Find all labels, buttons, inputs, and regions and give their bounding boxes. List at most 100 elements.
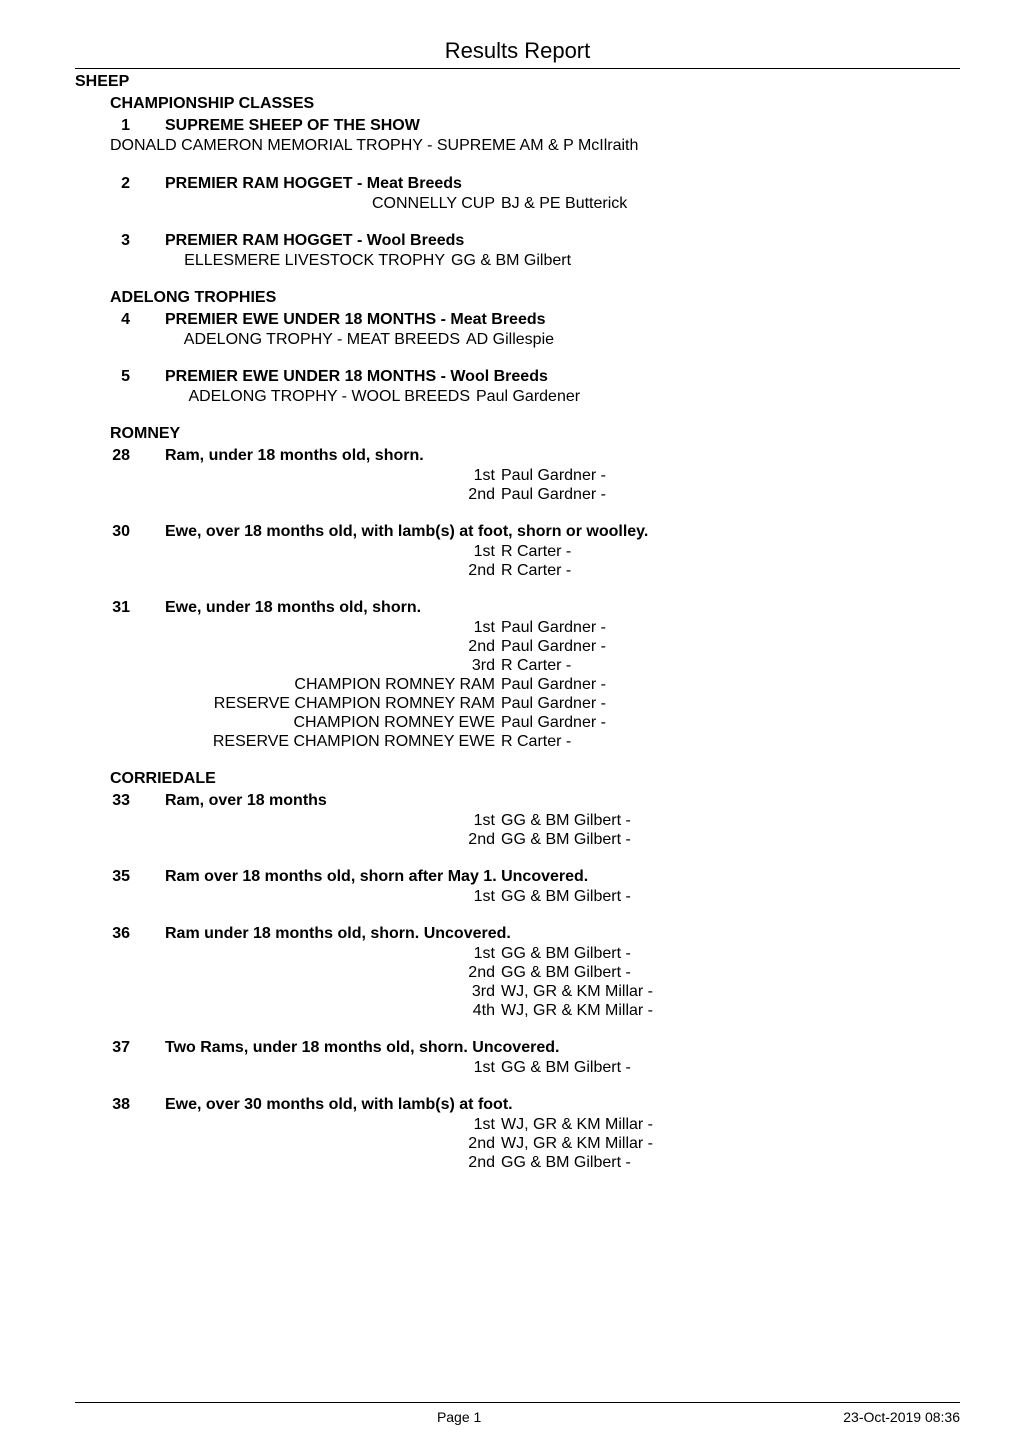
result-label: 1st — [75, 543, 501, 561]
class-title: Ram under 18 months old, shorn. Uncovere… — [165, 925, 960, 943]
top-rule — [75, 68, 960, 69]
result-value: Paul Gardner - — [501, 638, 606, 656]
result-row: 2nd Paul Gardner - — [75, 638, 960, 656]
result-label: 2nd — [75, 1154, 501, 1172]
result-label: ADELONG TROPHY - WOOL BREEDS — [75, 388, 476, 406]
result-value: R Carter - — [501, 733, 571, 751]
result-value: Paul Gardner - — [501, 714, 606, 732]
class-title: PREMIER EWE UNDER 18 MONTHS - Wool Breed… — [165, 368, 960, 386]
result-label: 1st — [75, 812, 501, 830]
result-label: 2nd — [75, 831, 501, 849]
result-label: 1st — [75, 619, 501, 637]
result-value: GG & BM Gilbert - — [501, 945, 631, 963]
result-label: 2nd — [75, 638, 501, 656]
class-row: 33 Ram, over 18 months — [75, 792, 960, 810]
result-label: 1st — [75, 1116, 501, 1134]
result-row: 2nd R Carter - — [75, 562, 960, 580]
result-value: GG & BM Gilbert — [451, 252, 571, 270]
result-value: GG & BM Gilbert - — [501, 1059, 631, 1077]
class-title: Ewe, over 18 months old, with lamb(s) at… — [165, 523, 960, 541]
class-number: 5 — [75, 368, 165, 386]
class-number: 4 — [75, 311, 165, 329]
result-label: 2nd — [75, 562, 501, 580]
result-value: GG & BM Gilbert - — [501, 831, 631, 849]
result-value: GG & BM Gilbert - — [501, 964, 631, 982]
class-row: 36 Ram under 18 months old, shorn. Uncov… — [75, 925, 960, 943]
class-number: 1 — [75, 117, 165, 135]
result-label: 3rd — [75, 657, 501, 675]
result-row: 2nd GG & BM Gilbert - — [75, 831, 960, 849]
class-row: 30 Ewe, over 18 months old, with lamb(s)… — [75, 523, 960, 541]
result-label: ELLESMERE LIVESTOCK TROPHY — [75, 252, 451, 270]
result-row: 1st R Carter - — [75, 543, 960, 561]
class-row: 37 Two Rams, under 18 months old, shorn.… — [75, 1039, 960, 1057]
result-value: Paul Gardner - — [501, 467, 606, 485]
result-label: CHAMPION ROMNEY EWE — [75, 714, 501, 732]
result-value: WJ, GR & KM Millar - — [501, 1002, 653, 1020]
class-number: 33 — [75, 792, 165, 810]
class-title: PREMIER EWE UNDER 18 MONTHS - Meat Breed… — [165, 311, 960, 329]
class-note: DONALD CAMERON MEMORIAL TROPHY - SUPREME… — [110, 137, 960, 155]
result-label: ADELONG TROPHY - MEAT BREEDS — [75, 331, 466, 349]
section-sheep: SHEEP — [75, 73, 960, 91]
result-row: 3rd WJ, GR & KM Millar - — [75, 983, 960, 1001]
class-number: 35 — [75, 868, 165, 886]
class-number: 28 — [75, 447, 165, 465]
result-value: Paul Gardner - — [501, 695, 606, 713]
class-title: PREMIER RAM HOGGET - Wool Breeds — [165, 232, 960, 250]
section-corriedale: CORRIEDALE — [110, 770, 960, 788]
class-title: SUPREME SHEEP OF THE SHOW — [165, 117, 960, 135]
result-row: ELLESMERE LIVESTOCK TROPHY GG & BM Gilbe… — [75, 252, 960, 270]
class-number: 30 — [75, 523, 165, 541]
result-value: R Carter - — [501, 562, 571, 580]
result-row: 3rd R Carter - — [75, 657, 960, 675]
result-row: 2nd GG & BM Gilbert - — [75, 1154, 960, 1172]
result-row: 1st WJ, GR & KM Millar - — [75, 1116, 960, 1134]
result-label: 1st — [75, 888, 501, 906]
result-label: CHAMPION ROMNEY RAM — [75, 676, 501, 694]
class-title: Ram, under 18 months old, shorn. — [165, 447, 960, 465]
footer-rule — [75, 1402, 960, 1403]
result-row: 4th WJ, GR & KM Millar - — [75, 1002, 960, 1020]
result-value: Paul Gardner - — [501, 676, 606, 694]
class-row: 38 Ewe, over 30 months old, with lamb(s)… — [75, 1096, 960, 1114]
result-row: 1st GG & BM Gilbert - — [75, 812, 960, 830]
footer-timestamp: 23-Oct-2019 08:36 — [843, 1409, 960, 1425]
result-value: AD Gillespie — [466, 331, 554, 349]
result-label: 1st — [75, 1059, 501, 1077]
report-title: Results Report — [75, 38, 960, 64]
class-number: 36 — [75, 925, 165, 943]
result-row: CHAMPION ROMNEY RAM Paul Gardner - — [75, 676, 960, 694]
class-title: Ewe, over 30 months old, with lamb(s) at… — [165, 1096, 960, 1114]
result-row: 1st Paul Gardner - — [75, 619, 960, 637]
result-row: ADELONG TROPHY - WOOL BREEDS Paul Garden… — [75, 388, 960, 406]
result-value: R Carter - — [501, 657, 571, 675]
result-label: 2nd — [75, 964, 501, 982]
result-row: 1st Paul Gardner - — [75, 467, 960, 485]
result-row: ADELONG TROPHY - MEAT BREEDS AD Gillespi… — [75, 331, 960, 349]
result-row: 2nd Paul Gardner - — [75, 486, 960, 504]
class-row: 28 Ram, under 18 months old, shorn. — [75, 447, 960, 465]
result-label: RESERVE CHAMPION ROMNEY EWE — [75, 733, 501, 751]
section-romney: ROMNEY — [110, 425, 960, 443]
result-value: Paul Gardner - — [501, 619, 606, 637]
section-adelong: ADELONG TROPHIES — [110, 289, 960, 307]
result-row: 2nd WJ, GR & KM Millar - — [75, 1135, 960, 1153]
result-value: WJ, GR & KM Millar - — [501, 983, 653, 1001]
result-value: WJ, GR & KM Millar - — [501, 1135, 653, 1153]
result-row: 1st GG & BM Gilbert - — [75, 888, 960, 906]
result-label: 1st — [75, 945, 501, 963]
class-number: 3 — [75, 232, 165, 250]
result-value: WJ, GR & KM Millar - — [501, 1116, 653, 1134]
result-value: BJ & PE Butterick — [501, 195, 627, 213]
result-value: Paul Gardner - — [501, 486, 606, 504]
result-value: GG & BM Gilbert - — [501, 1154, 631, 1172]
result-label: 1st — [75, 467, 501, 485]
class-number: 31 — [75, 599, 165, 617]
result-row: 1st GG & BM Gilbert - — [75, 1059, 960, 1077]
result-label: RESERVE CHAMPION ROMNEY RAM — [75, 695, 501, 713]
page: Results Report SHEEP CHAMPIONSHIP CLASSE… — [0, 0, 1020, 1443]
result-row: CHAMPION ROMNEY EWE Paul Gardner - — [75, 714, 960, 732]
class-row: 3 PREMIER RAM HOGGET - Wool Breeds — [75, 232, 960, 250]
class-title: Ram over 18 months old, shorn after May … — [165, 868, 960, 886]
